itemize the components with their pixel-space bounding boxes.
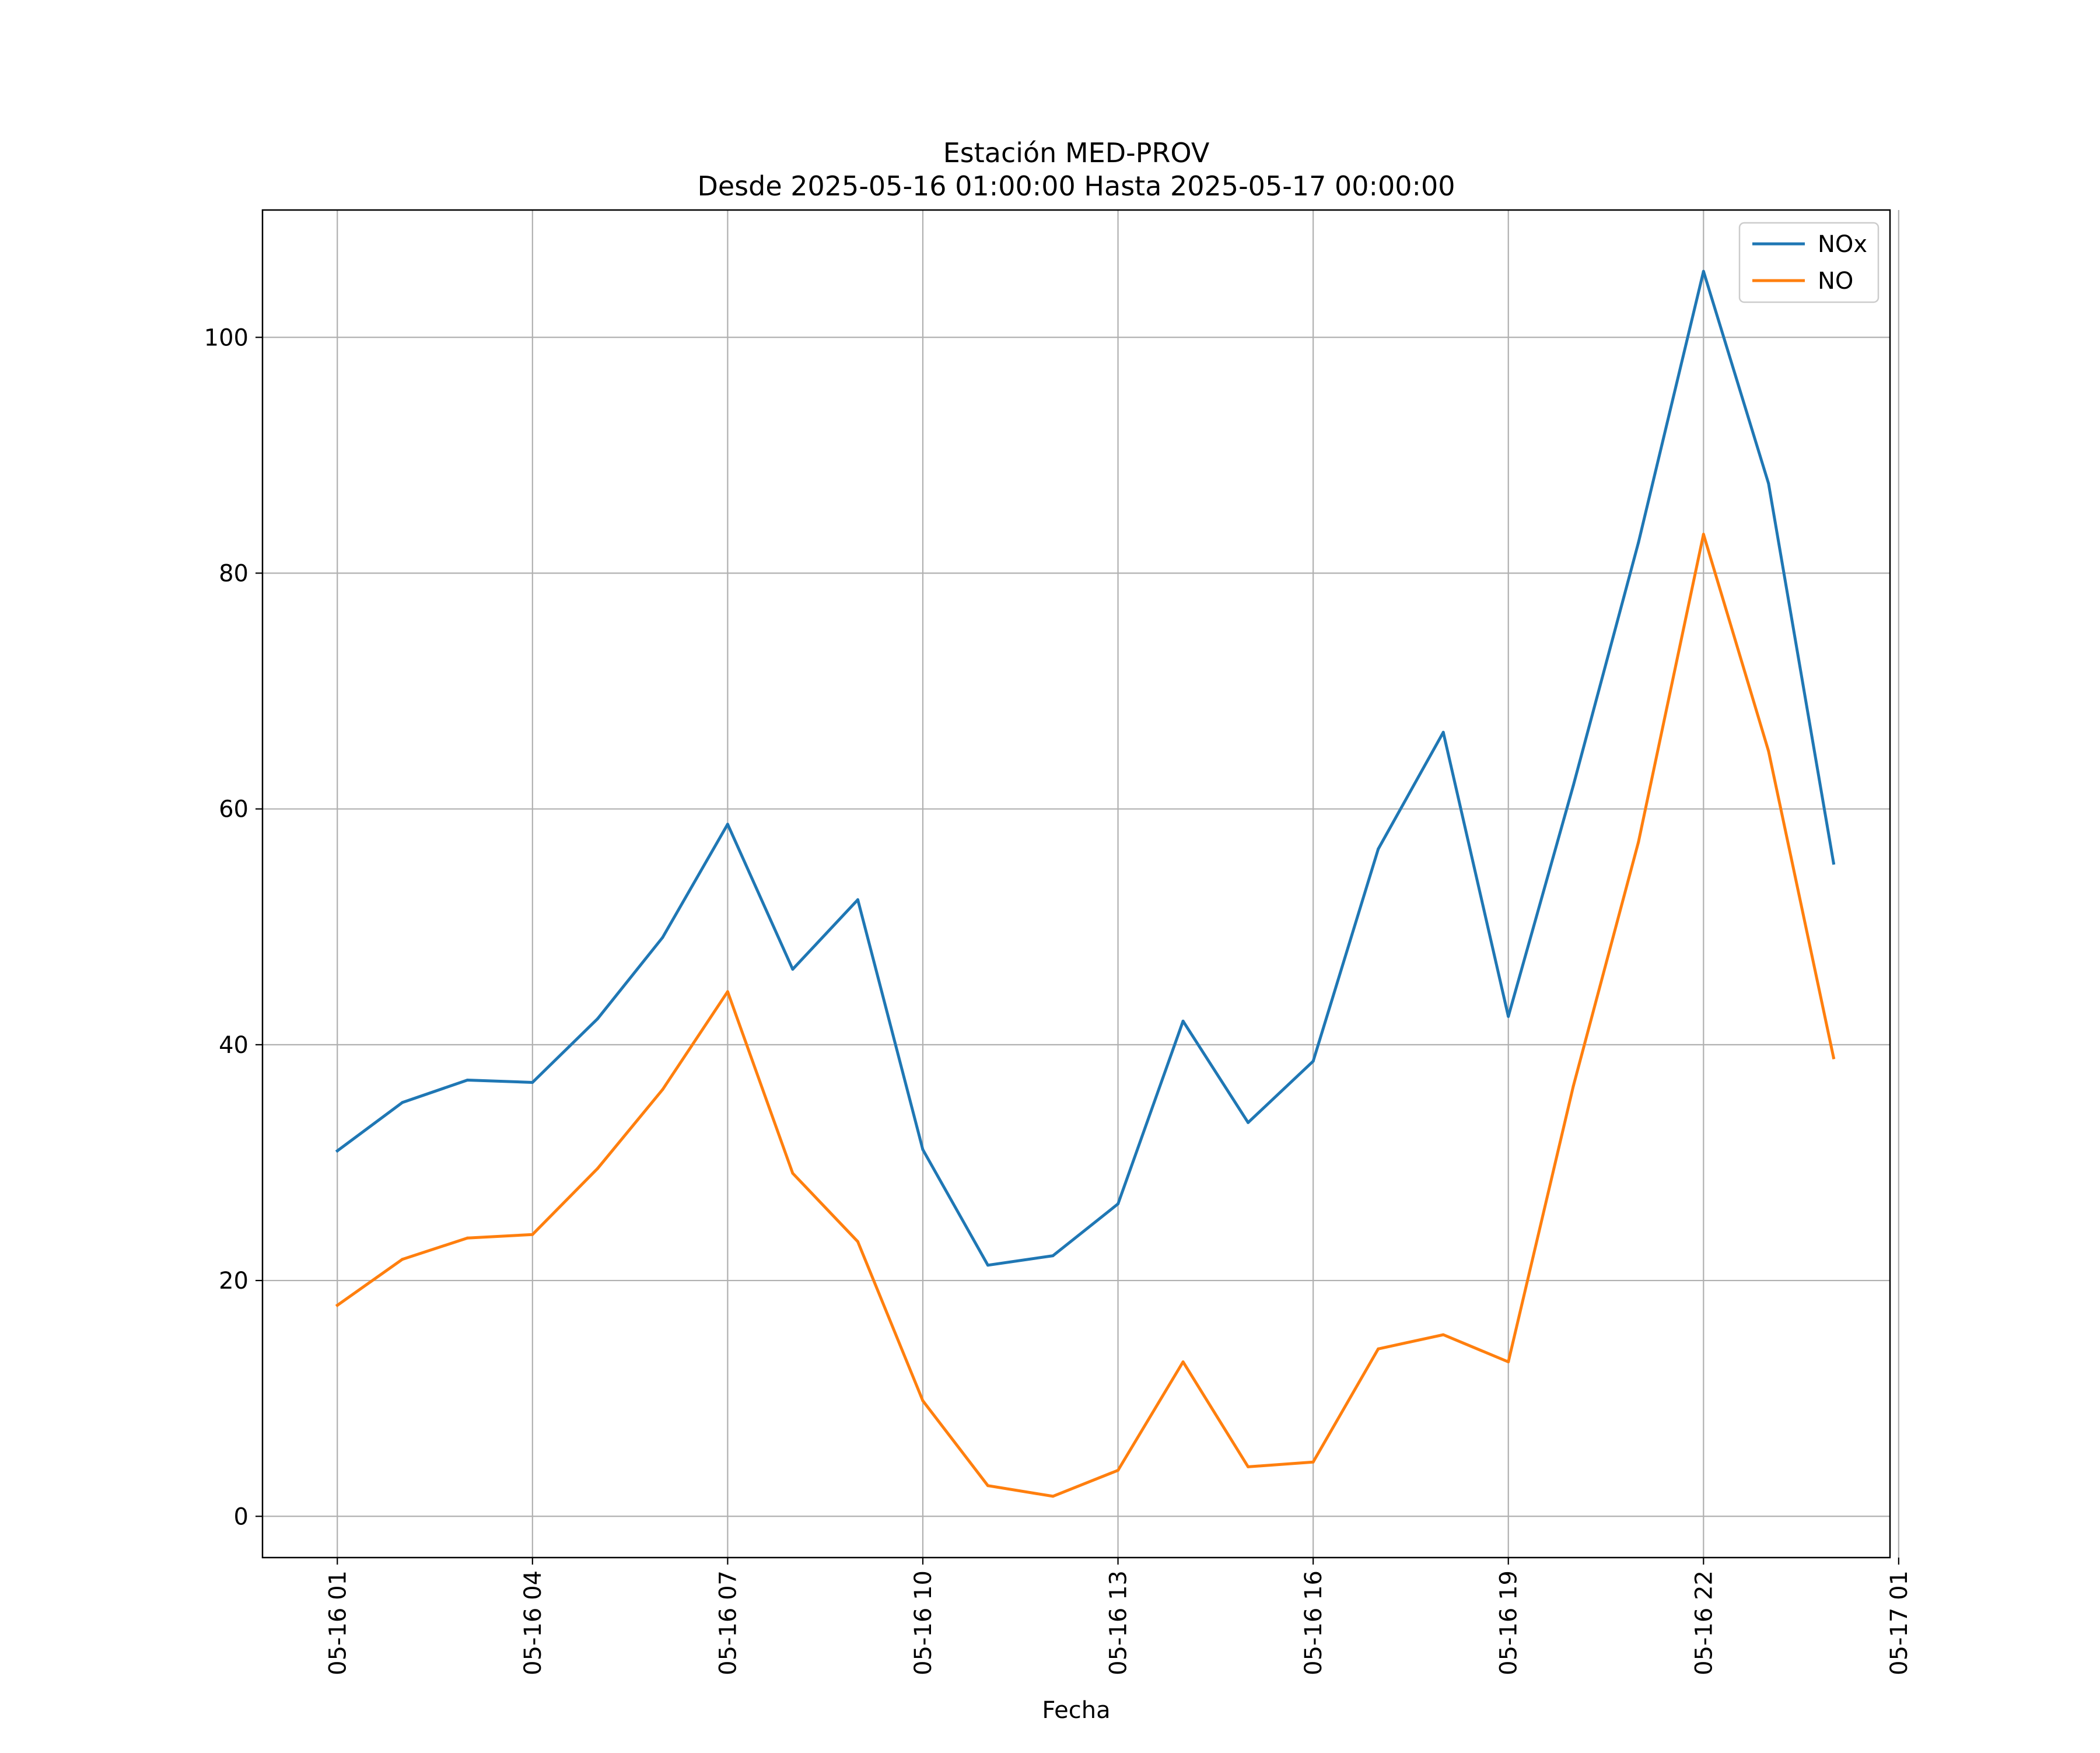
data-point-nox: [1181, 1019, 1185, 1023]
data-point-no: [856, 1240, 859, 1243]
data-point-no: [791, 1171, 794, 1175]
legend-label-nox: NOx: [1818, 231, 1867, 258]
data-point-no: [1311, 1460, 1315, 1464]
x-tick-label: 05-16 04: [520, 1570, 547, 1675]
grid-lines: [262, 210, 1899, 1558]
data-point-nox: [1247, 1121, 1250, 1124]
plot-area-frame: [261, 209, 1891, 1559]
axis-ticks: 05-16 01 05-16 04 05-16 07 05-16 10 05-16 13…: [204, 324, 1913, 1675]
data-point-no: [1247, 1465, 1250, 1468]
data-point-no: [531, 1233, 534, 1236]
x-tick-label: 05-16 07: [715, 1570, 741, 1675]
x-tick-label: 05-17 01: [1886, 1570, 1913, 1675]
data-point-nox: [1637, 541, 1640, 544]
legend-label-no: NO: [1818, 268, 1853, 295]
data-point-no: [1507, 1360, 1510, 1363]
y-tick-label: 20: [219, 1268, 249, 1294]
data-point-no: [1832, 1056, 1835, 1059]
data-point-nox: [1507, 1014, 1510, 1018]
data-point-no: [1116, 1468, 1120, 1472]
data-point-nox: [1767, 482, 1770, 485]
data-point-nox: [1116, 1202, 1120, 1206]
data-point-nox: [661, 936, 664, 939]
data-point-nox: [531, 1081, 534, 1084]
data-point-nox: [791, 968, 794, 971]
data-point-no: [401, 1258, 404, 1261]
series-line-nox: [335, 270, 1836, 1267]
data-point-no: [1767, 750, 1770, 753]
legend: NOx NO: [1738, 222, 1880, 303]
data-point-no: [986, 1484, 989, 1488]
series-line-no: [335, 533, 1836, 1498]
data-point-nox: [1832, 862, 1835, 865]
data-point-nox: [401, 1101, 404, 1104]
data-point-no: [921, 1399, 925, 1402]
data-point-no: [1441, 1333, 1445, 1336]
data-point-nox: [1377, 847, 1380, 851]
data-point-no: [661, 1088, 664, 1091]
y-tick-label: 80: [219, 560, 249, 587]
x-axis-label: Fecha: [1042, 1697, 1110, 1724]
x-tick-label: 05-16 10: [910, 1570, 937, 1675]
data-point-no: [596, 1167, 599, 1170]
x-tick-label: 05-16 01: [324, 1570, 351, 1675]
data-point-no: [1181, 1360, 1185, 1363]
data-point-nox: [921, 1148, 925, 1152]
data-point-no: [1377, 1347, 1380, 1350]
data-point-no: [466, 1236, 469, 1240]
data-point-nox: [335, 1149, 339, 1153]
y-tick-label: 0: [234, 1503, 249, 1530]
data-point-nox: [1051, 1254, 1055, 1258]
data-point-nox: [1441, 730, 1445, 734]
data-point-nox: [856, 898, 859, 901]
x-tick-label: 05-16 22: [1690, 1570, 1717, 1675]
chart-title: Estación MED-PROV: [943, 137, 1210, 169]
y-tick-label: 60: [219, 796, 249, 823]
data-point-no: [726, 990, 729, 993]
data-point-no: [1702, 533, 1705, 536]
data-point-no: [1051, 1495, 1055, 1498]
data-point-nox: [1572, 783, 1575, 787]
data-point-nox: [986, 1264, 989, 1267]
data-point-nox: [1702, 270, 1705, 273]
chart-subtitle: Desde 2025-05-16 01:00:00 Hasta 2025-05-…: [697, 170, 1455, 202]
data-point-nox: [466, 1079, 469, 1082]
series-lines: [335, 270, 1836, 1498]
data-point-no: [1572, 1084, 1575, 1088]
data-point-nox: [1311, 1059, 1315, 1063]
y-tick-label: 100: [204, 324, 249, 351]
data-point-nox: [596, 1017, 599, 1020]
x-tick-label: 05-16 13: [1105, 1570, 1132, 1675]
x-tick-label: 05-16 16: [1300, 1570, 1327, 1675]
data-point-no: [335, 1304, 339, 1307]
data-point-nox: [726, 823, 729, 826]
y-tick-label: 40: [219, 1032, 249, 1059]
data-point-no: [1637, 840, 1640, 844]
x-tick-label: 05-16 19: [1496, 1570, 1522, 1675]
